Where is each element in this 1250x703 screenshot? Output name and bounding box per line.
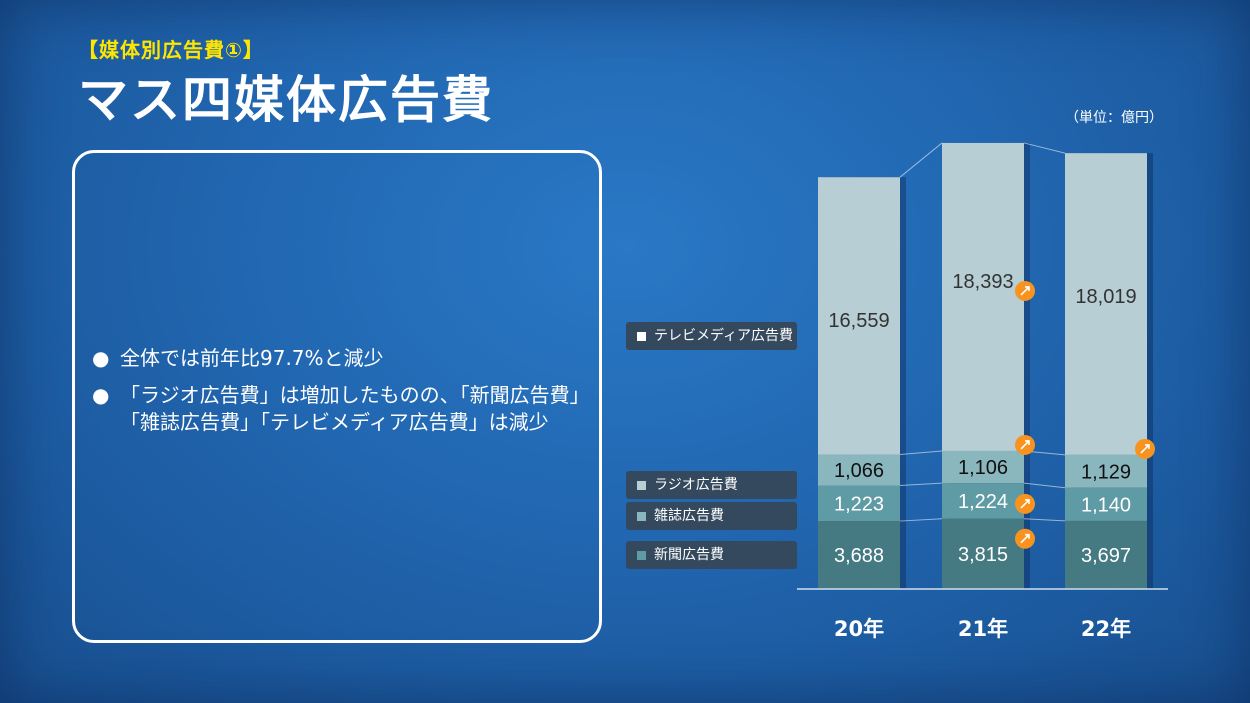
data-label-radio-1: 1,066 [834,460,884,482]
summary-bullets: ● 全体では前年比97.7%と減少 ● 「ラジオ広告費」は増加したものの、「新聞… [92,345,602,446]
data-label-tv-2: 18,393 [952,271,1013,293]
connector-line [899,450,943,455]
up-arrow-icon [1135,438,1155,459]
data-label-radio-2: 1,106 [958,457,1008,479]
legend-label-tv: テレビメディア広告費 [654,328,794,344]
bullet-text: 全体では前年比97.7%と減少 [120,346,384,370]
connector-line [899,482,943,486]
legend-item-tv: テレビメディア広告費 [626,322,797,350]
bullet-item: ● 「ラジオ広告費」は増加したものの、「新聞広告費」 「雑誌広告費」「テレビメデ… [92,382,602,436]
legend-swatch-tv [637,332,646,341]
unit-label: （単位：億円） [1065,110,1163,126]
x-tick-label: 21年 [958,617,1008,641]
data-label-magazine-2: 1,224 [958,491,1008,513]
bar-segment-tv-3 [1065,153,1147,455]
data-label-newspaper-3: 3,697 [1081,545,1131,567]
bar-segment-magazine-2 [942,483,1024,519]
up-arrow-icon [1015,280,1035,301]
bar-segment-radio-1 [818,454,900,486]
up-arrow-icon [1015,493,1035,514]
summary-panel [72,150,602,643]
bar-segment-newspaper-2 [942,518,1024,589]
connector-line [899,518,943,522]
connector-line [1023,142,1066,154]
legend-swatch-newspaper [637,551,646,560]
x-tick-label: 20年 [834,617,884,641]
bullet-item: ● 全体では前年比97.7%と減少 [92,345,602,372]
legend-item-radio: ラジオ広告費 [626,471,797,499]
bar-segment-tv-2 [942,142,1024,451]
connector-line [1023,482,1066,489]
legend-swatch-magazine [637,512,646,521]
legend-item-newspaper: 新聞広告費 [626,541,797,569]
data-label-tv-3: 18,019 [1075,286,1136,308]
bar-segment-newspaper-3 [1065,520,1147,589]
data-label-radio-3: 1,129 [1081,461,1131,483]
bar-segment-magazine-1 [818,485,900,522]
legend-swatch-radio [637,481,646,490]
bullet-dot-icon: ● [92,346,110,370]
up-arrow-icon [1015,528,1035,549]
legend-label-magazine: 雑誌広告費 [654,508,724,524]
connector-line [1023,518,1066,522]
up-arrow-icon [1015,434,1035,455]
bar-segment-radio-3 [1065,454,1147,488]
bullet-text-line2: 「雑誌広告費」「テレビメディア広告費」は減少 [120,410,549,434]
section-subtitle: 【媒体別広告費①】 [78,38,264,62]
bullet-dot-icon: ● [92,383,110,407]
legend-label-radio: ラジオ広告費 [654,477,738,493]
legend-label-newspaper: 新聞広告費 [654,547,724,563]
bar-segment-magazine-3 [1065,487,1147,521]
data-label-newspaper-1: 3,688 [834,545,884,567]
page-title: マス四媒体広告費 [78,71,494,129]
data-label-newspaper-2: 3,815 [958,544,1008,566]
connector-line [899,142,943,178]
bar-segment-newspaper-1 [818,521,900,589]
data-label-magazine-3: 1,140 [1081,494,1131,516]
bullet-text-line1: 「ラジオ広告費」は増加したものの、「新聞広告費」 [120,383,590,407]
legend-item-magazine: 雑誌広告費 [626,502,797,530]
bar-segment-tv-1 [818,177,900,455]
bar-segment-radio-2 [942,450,1024,484]
data-label-magazine-1: 1,223 [834,493,884,515]
x-tick-label: 22年 [1081,617,1131,641]
data-label-tv-1: 16,559 [828,310,889,332]
